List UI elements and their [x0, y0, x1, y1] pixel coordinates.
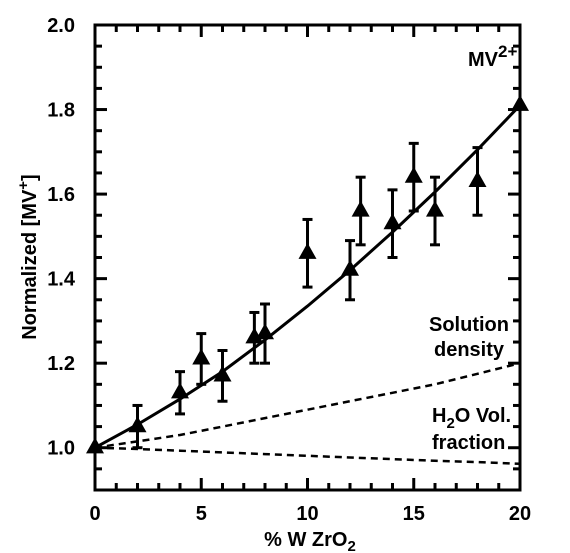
y-tick-label: 1.0 — [47, 438, 75, 460]
data-point-triangle — [86, 437, 104, 454]
data-point-triangle — [511, 94, 529, 111]
data-point-triangle — [468, 171, 487, 188]
series-lines — [94, 104, 522, 466]
data-point-triangle — [171, 382, 189, 399]
data-point-triangle — [383, 213, 402, 230]
y-tick-label: 1.6 — [47, 184, 75, 206]
x-tick-label: 20 — [509, 503, 531, 525]
y-tick-label: 1.2 — [47, 353, 75, 375]
annotation-h2o: H2O Vol. — [432, 405, 511, 432]
data-point-triangle — [341, 259, 359, 276]
error-bars — [132, 141, 483, 450]
annotation-fraction: fraction — [432, 432, 505, 454]
y-tick-label: 2.0 — [47, 15, 75, 37]
data-point-triangle — [245, 327, 264, 344]
y-tick-label: 1.8 — [47, 100, 75, 122]
annotation-mv: MV2+ — [468, 42, 517, 71]
x-tick-label: 10 — [296, 503, 318, 525]
data-point-triangle — [404, 166, 423, 183]
data-point-triangle — [256, 323, 274, 340]
x-axis-label: % W ZrO2 — [264, 529, 356, 553]
y-tick-label: 1.4 — [47, 269, 76, 291]
data-point-triangle — [128, 416, 147, 433]
data-point-triangle — [426, 200, 444, 217]
x-tick-label: 0 — [89, 503, 100, 525]
tick-labels: 0 5 10 15 20 1.0 1.2 1.4 1.6 1.8 2.0 — [47, 15, 531, 525]
y-axis-label: Normalized [MV+] — [15, 174, 41, 339]
annotation-density: density — [434, 339, 505, 361]
axis-ticks — [93, 23, 522, 492]
data-point-triangle — [213, 365, 232, 382]
x-tick-label: 15 — [403, 503, 425, 525]
fit-line — [94, 104, 522, 450]
h2o-volume-fraction-line — [94, 446, 521, 466]
data-markers — [86, 94, 529, 454]
x-tick-label: 5 — [196, 503, 207, 525]
annotation-solution: Solution — [429, 314, 509, 336]
data-point-triangle — [192, 348, 211, 365]
data-point-triangle — [298, 242, 317, 259]
data-point-triangle — [351, 200, 370, 217]
solution-density-line — [94, 361, 521, 449]
